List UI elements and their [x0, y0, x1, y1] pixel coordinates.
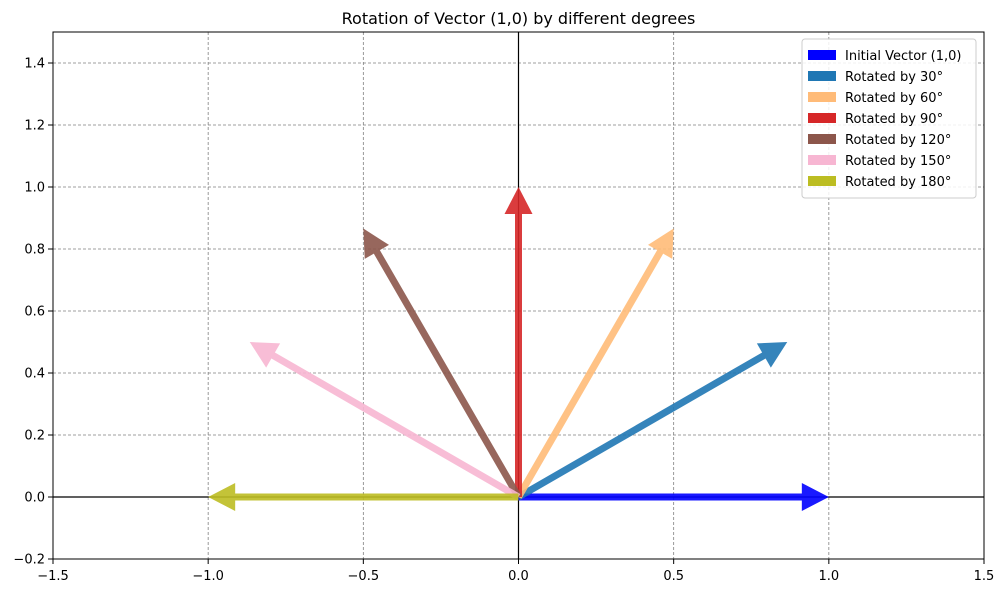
legend-swatch [808, 92, 836, 102]
x-tick-label: 1.0 [818, 569, 839, 584]
vectors [208, 187, 829, 511]
legend-label: Rotated by 60° [845, 91, 943, 106]
vector-arrow-3 [504, 187, 533, 497]
vector-arrow-2 [515, 228, 674, 499]
legend-swatch [808, 113, 836, 123]
y-tick-label: 0.2 [24, 429, 45, 444]
legend-label: Rotated by 120° [845, 133, 951, 148]
legend-swatch [808, 50, 836, 60]
x-tick-label: −1.5 [37, 569, 69, 584]
legend-label: Rotated by 90° [845, 112, 943, 127]
vector-arrow-1 [516, 342, 788, 501]
legend-swatch [808, 71, 836, 81]
vector-arrow-0 [518, 483, 829, 511]
x-tick-label: −0.5 [348, 569, 380, 584]
vector-arrow-5 [249, 342, 521, 501]
x-tick-label: 0.0 [508, 569, 529, 584]
y-tick-label: 1.0 [24, 181, 45, 196]
y-tick-label: 0.8 [24, 243, 45, 258]
chart-title: Rotation of Vector (1,0) by different de… [342, 9, 696, 28]
vector-arrow-4 [363, 228, 522, 499]
y-tick-label: 0.4 [24, 367, 45, 382]
legend-label: Rotated by 180° [845, 175, 951, 190]
y-tick-label: 1.2 [24, 119, 45, 134]
legend-swatch [808, 176, 836, 186]
y-tick-label: −0.2 [13, 553, 45, 568]
legend-label: Rotated by 30° [845, 70, 943, 85]
vector-arrow-6 [208, 483, 519, 511]
legend-label: Rotated by 150° [845, 154, 951, 169]
axis-ticks: −1.5 −1.0 −0.5 0.0 0.5 1.0 1.5 −0.2 0.0 0.2 0.4 0.6… [13, 57, 994, 585]
x-tick-label: −1.0 [192, 569, 224, 584]
legend-swatch [808, 134, 836, 144]
x-tick-label: 1.5 [974, 569, 995, 584]
legend: Initial Vector (1,0) Rotated by 30° Rotate… [801, 38, 977, 199]
legend-swatch [808, 155, 836, 165]
y-tick-label: 1.4 [24, 57, 45, 72]
x-tick-label: 0.5 [663, 569, 684, 584]
legend-label: Initial Vector (1,0) [845, 49, 961, 64]
y-tick-label: 0.0 [24, 491, 45, 506]
legend-box [801, 38, 977, 199]
y-tick-label: 0.6 [24, 305, 45, 320]
